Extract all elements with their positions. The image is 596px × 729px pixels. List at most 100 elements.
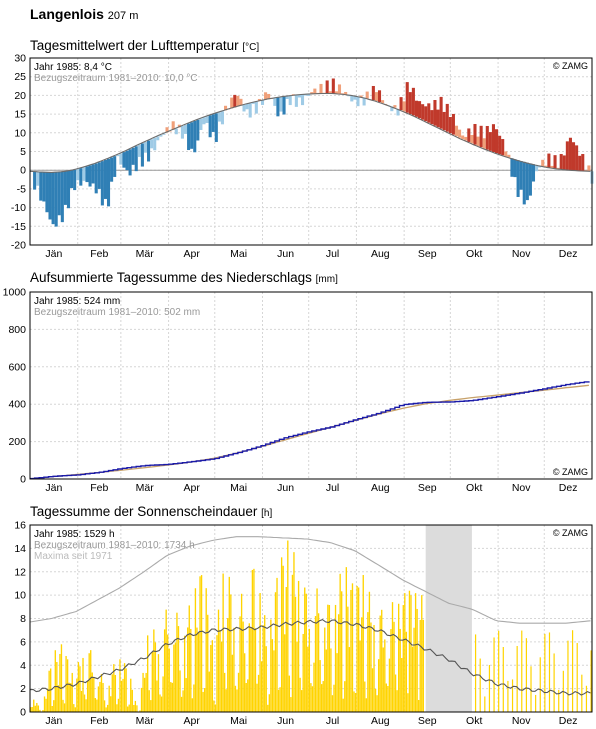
sunshine-bar — [331, 695, 334, 712]
temperature-ytick-label: 10 — [14, 127, 26, 139]
sunshine-bar — [365, 698, 367, 712]
precipitation-title: Aufsummierte Tagessumme des Niederschlag… — [30, 270, 338, 285]
warm-anomaly-bar — [377, 90, 382, 103]
sunshine-bar — [581, 674, 583, 712]
sunshine-bar — [53, 700, 55, 712]
sunshine-bar — [367, 612, 369, 712]
sunshine-bar — [222, 573, 224, 712]
sunshine-bar — [493, 637, 495, 712]
sunshine-bar — [230, 594, 232, 712]
sunshine-bar — [205, 588, 207, 712]
cold-anomaly-bar — [183, 124, 188, 134]
sunshine-bar — [300, 690, 303, 712]
sunshine-bar — [321, 684, 323, 712]
cold-anomaly-bar — [288, 95, 292, 106]
sunshine-bar — [128, 704, 130, 712]
temperature-ytick-label: -20 — [11, 240, 26, 252]
sunshine-bar — [134, 700, 137, 712]
sunshine-bar — [530, 666, 532, 712]
sunshine-bar — [294, 596, 297, 712]
sunshine-bar — [228, 576, 230, 712]
temperature-title-text: Tagesmittelwert der Lufttemperatur — [30, 38, 239, 53]
sunshine-bar — [516, 646, 518, 712]
warm-anomaly-bar — [402, 101, 406, 112]
precipitation-month-label: Mär — [136, 482, 155, 494]
sunshine-bar — [139, 710, 141, 712]
cold-anomaly-bar — [39, 171, 43, 201]
sunshine-bar — [219, 629, 221, 712]
warm-anomaly-bar — [575, 145, 579, 171]
sunshine-bar — [196, 627, 198, 712]
warm-anomaly-bar — [374, 92, 378, 102]
sunshine-bar — [66, 659, 69, 712]
cold-anomaly-bar — [199, 118, 203, 130]
sunshine-bar — [217, 609, 220, 712]
cold-anomaly-bar — [356, 96, 360, 107]
sunshine-bar — [401, 658, 403, 712]
cold-anomaly-bar — [100, 161, 104, 206]
cold-anomaly-bar — [88, 165, 92, 187]
sunshine-bar — [94, 698, 97, 712]
sunshine-month-label: Jul — [326, 715, 339, 727]
cold-anomaly-bar — [276, 97, 280, 117]
sunshine-bar — [405, 631, 408, 712]
precipitation-copyright: © ZAMG — [553, 467, 588, 477]
sunshine-bar — [227, 618, 229, 712]
sunshine-bar — [65, 655, 67, 712]
sunshine-bar — [280, 557, 283, 712]
sunshine-bar — [394, 674, 397, 712]
sunshine-bar — [342, 698, 344, 712]
temperature-legend-reference: Bezugszeitraum 1981–2010: 10,0 °C — [34, 73, 198, 84]
warm-anomaly-bar — [587, 165, 591, 172]
sunshine-bar — [539, 657, 541, 712]
sunshine-ytick-label: 8 — [20, 613, 26, 625]
warm-anomaly-bar — [562, 155, 566, 170]
sunshine-bar — [402, 605, 404, 712]
sunshine-bar — [37, 705, 40, 712]
cold-anomaly-bar — [45, 172, 49, 213]
sunshine-bar — [42, 710, 44, 712]
warm-anomaly-bar — [454, 125, 459, 137]
warm-anomaly-bar — [310, 92, 314, 94]
sunshine-title-text: Tagessumme der Sonnenscheindauer — [30, 504, 258, 519]
temperature-legend-year: Jahr 1985: 8,4 °C — [34, 62, 112, 73]
cold-anomaly-bar — [76, 168, 80, 181]
sunshine-bar — [376, 695, 378, 712]
cold-anomaly-bar — [122, 152, 126, 168]
warm-anomaly-bar — [464, 136, 468, 141]
warm-anomaly-bar — [488, 132, 492, 151]
sunshine-bar — [194, 588, 197, 712]
temperature-month-label: Aug — [371, 248, 390, 260]
sunshine-bar — [179, 670, 181, 712]
sunshine-bar — [70, 683, 72, 712]
warm-anomaly-bar — [236, 95, 240, 107]
warm-anomaly-bar — [337, 84, 342, 94]
sunshine-bar — [414, 593, 417, 712]
cold-anomaly-bar — [390, 106, 394, 112]
precipitation-year-line — [30, 381, 590, 480]
cold-anomaly-bar — [525, 162, 529, 201]
sunshine-bar — [484, 696, 486, 712]
sunshine-bar — [74, 707, 76, 712]
sunshine-bar — [180, 696, 183, 712]
warm-anomaly-bar — [565, 141, 569, 170]
sunshine-bar — [113, 664, 115, 712]
sunshine-bar — [284, 634, 286, 712]
sunshine-month-label: Aug — [371, 715, 390, 727]
sunshine-bar — [285, 587, 287, 712]
sunshine-bar — [253, 568, 255, 712]
temperature-month-label: Okt — [466, 248, 482, 260]
cold-anomaly-bar — [97, 162, 101, 189]
sunshine-bar — [54, 650, 56, 712]
cold-anomaly-bar — [214, 113, 218, 142]
cold-anomaly-bar — [300, 94, 305, 106]
sunshine-bar — [418, 699, 420, 712]
temperature-month-label: Feb — [90, 248, 108, 260]
sunshine-bar — [123, 663, 126, 712]
sunshine-bar — [63, 703, 66, 712]
warm-anomaly-bar — [171, 121, 175, 130]
sunshine-bar — [307, 646, 309, 712]
cold-anomaly-bar — [260, 100, 265, 105]
cold-anomaly-bar — [131, 147, 135, 165]
sunshine-bar — [407, 693, 409, 712]
